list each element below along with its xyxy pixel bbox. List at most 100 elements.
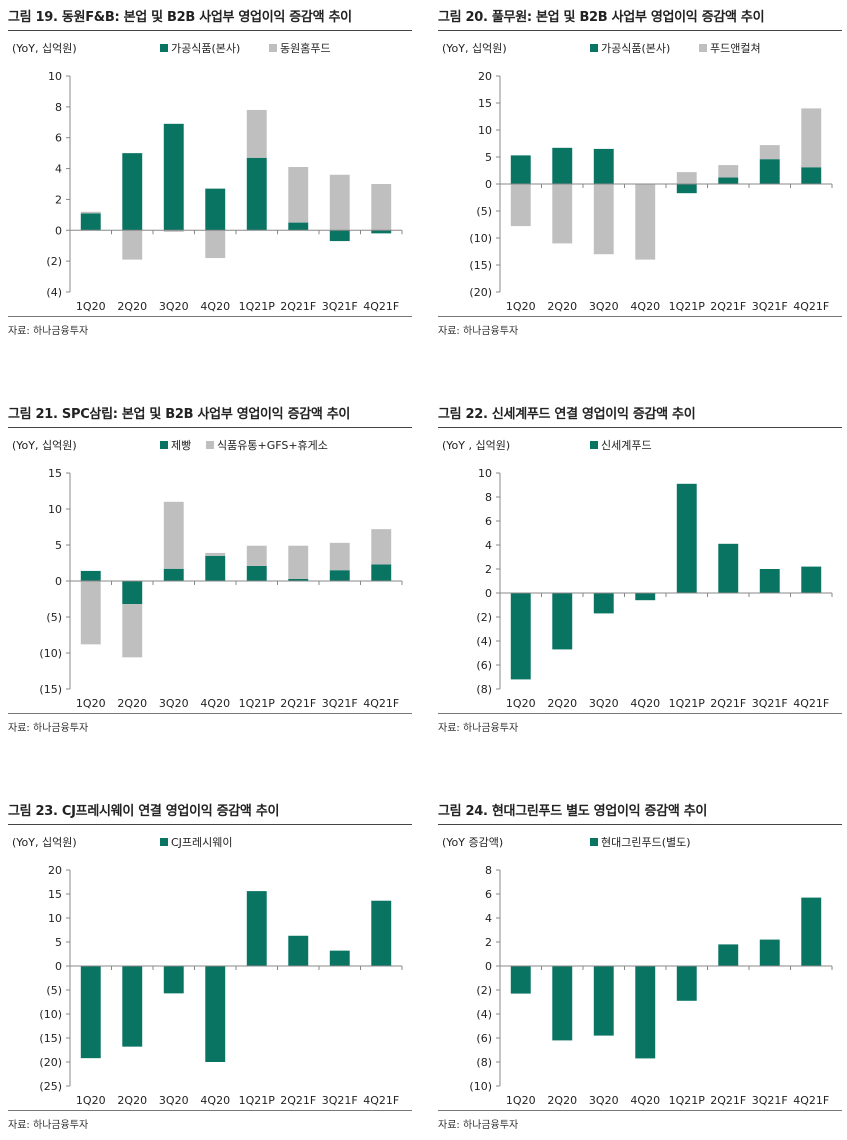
bottom-divider: [438, 316, 842, 317]
bottom-divider: [8, 713, 412, 714]
y-tick-label: (4): [476, 1008, 492, 1021]
x-tick-label: 3Q20: [159, 300, 189, 313]
bar-primary: [205, 966, 226, 1062]
y-tick-label: (2): [476, 984, 492, 997]
legend-label: 신세계푸드: [601, 439, 652, 452]
legend-swatch: [699, 44, 707, 52]
legend-label: 식품유통+GFS+휴게소: [217, 439, 328, 452]
bottom-divider: [8, 1110, 412, 1111]
y-tick-label: 6: [55, 132, 62, 145]
bar-primary: [371, 230, 392, 234]
x-tick-label: 2Q21F: [710, 697, 746, 710]
y-tick-label: 2: [485, 936, 492, 949]
chart-title: 그림 24. 현대그린푸드 별도 영업이익 증감액 추이: [438, 804, 708, 819]
x-tick-label: 3Q21F: [322, 697, 358, 710]
y-tick-label: 10: [48, 912, 62, 925]
legend-swatch: [206, 441, 214, 449]
bar-secondary: [371, 184, 392, 231]
unit-label: (YoY , 십억원): [442, 439, 510, 452]
y-tick-label: (4): [46, 286, 62, 299]
y-tick-label: 2: [485, 563, 492, 576]
x-tick-label: 3Q20: [589, 1094, 619, 1107]
y-tick-label: 20: [48, 864, 62, 877]
chart-title: 그림 22. 신세계푸드 연결 영업이익 증감액 추이: [438, 407, 696, 422]
x-tick-label: 3Q20: [159, 1094, 189, 1107]
bar-primary: [205, 555, 226, 581]
bar-primary: [246, 565, 267, 581]
bar-primary: [718, 177, 739, 184]
legend-swatch: [590, 441, 598, 449]
bar-primary: [246, 157, 267, 231]
legend-label: CJ프레시웨이: [171, 836, 233, 849]
bar-primary: [635, 966, 656, 1059]
bar-primary: [510, 155, 531, 184]
bar-primary: [371, 564, 392, 581]
bar-secondary: [205, 230, 226, 259]
x-tick-label: 3Q21F: [322, 1094, 358, 1107]
y-tick-label: 10: [48, 503, 62, 516]
chart-title: 그림 23. CJ프레시웨이 연결 영업이익 증감액 추이: [8, 804, 280, 819]
x-tick-label: 2Q20: [117, 697, 147, 710]
y-tick-label: 0: [55, 575, 62, 588]
y-tick-label: 10: [48, 70, 62, 83]
bar-primary: [593, 966, 614, 1036]
bar-primary: [122, 581, 143, 605]
bar-primary: [288, 578, 309, 581]
x-tick-label: 2Q20: [117, 300, 147, 313]
x-tick-label: 2Q21F: [710, 300, 746, 313]
y-tick-label: 0: [485, 587, 492, 600]
bar-primary: [718, 543, 739, 593]
bar-primary: [329, 950, 350, 966]
bar-secondary: [635, 184, 656, 260]
bar-primary: [288, 935, 309, 966]
bar-primary: [801, 897, 822, 966]
y-tick-label: (6): [476, 1032, 492, 1045]
x-tick-label: 1Q21P: [239, 300, 276, 313]
y-tick-label: 10: [478, 124, 492, 137]
legend-swatch: [160, 44, 168, 52]
bar-primary: [676, 184, 697, 194]
bar-secondary: [246, 109, 267, 158]
y-tick-label: (5): [46, 984, 62, 997]
x-tick-label: 2Q20: [117, 1094, 147, 1107]
x-tick-label: 4Q20: [630, 1094, 660, 1107]
x-tick-label: 3Q21F: [752, 1094, 788, 1107]
unit-label: (YoY, 십억원): [12, 42, 77, 55]
bar-primary: [759, 939, 780, 966]
x-tick-label: 3Q21F: [752, 697, 788, 710]
y-tick-label: 8: [485, 864, 492, 877]
unit-label: (YoY, 십억원): [12, 836, 77, 849]
bar-secondary: [552, 184, 573, 244]
bottom-divider: [8, 316, 412, 317]
bar-primary: [246, 891, 267, 966]
bar-secondary: [80, 581, 101, 645]
y-tick-label: (5): [476, 205, 492, 218]
bar-chart: (YoY, 십억원) 가공식품(본사) 동원홈푸드 10 8 6 4 2 0 (2) (4) 1Q20…: [12, 41, 403, 313]
bar-primary: [163, 966, 184, 994]
bar-secondary: [676, 172, 697, 184]
unit-label: (YoY, 십억원): [12, 439, 77, 452]
bar-primary: [329, 570, 350, 581]
bottom-divider: [438, 1110, 842, 1111]
title-divider: [438, 30, 842, 31]
y-tick-label: (8): [476, 1056, 492, 1069]
y-tick-label: 10: [478, 467, 492, 480]
y-tick-label: 5: [485, 151, 492, 164]
bar-primary: [801, 167, 822, 184]
y-tick-label: 15: [48, 467, 62, 480]
x-tick-label: 1Q20: [506, 1094, 536, 1107]
y-tick-label: 0: [55, 224, 62, 237]
x-tick-label: 1Q20: [506, 697, 536, 710]
bar-primary: [288, 222, 309, 231]
legend-label: 푸드앤컬쳐: [710, 42, 761, 55]
bar-secondary: [80, 211, 101, 214]
unit-label: (YoY, 십억원): [442, 42, 507, 55]
bar-secondary: [593, 184, 614, 255]
legend-swatch: [590, 838, 598, 846]
bar-primary: [122, 966, 143, 1047]
bar-primary: [163, 123, 184, 231]
x-tick-label: 2Q21F: [280, 1094, 316, 1107]
bar-chart: (YoY, 십억원) 제빵 식품유통+GFS+휴게소 15 10 5 0 (5) (10) (15…: [12, 439, 403, 710]
y-tick-label: 0: [485, 960, 492, 973]
chart-panel-23: 그림 23. CJ프레시웨이 연결 영업이익 증감액 추이 (YoY, 십억원)…: [8, 800, 412, 1140]
